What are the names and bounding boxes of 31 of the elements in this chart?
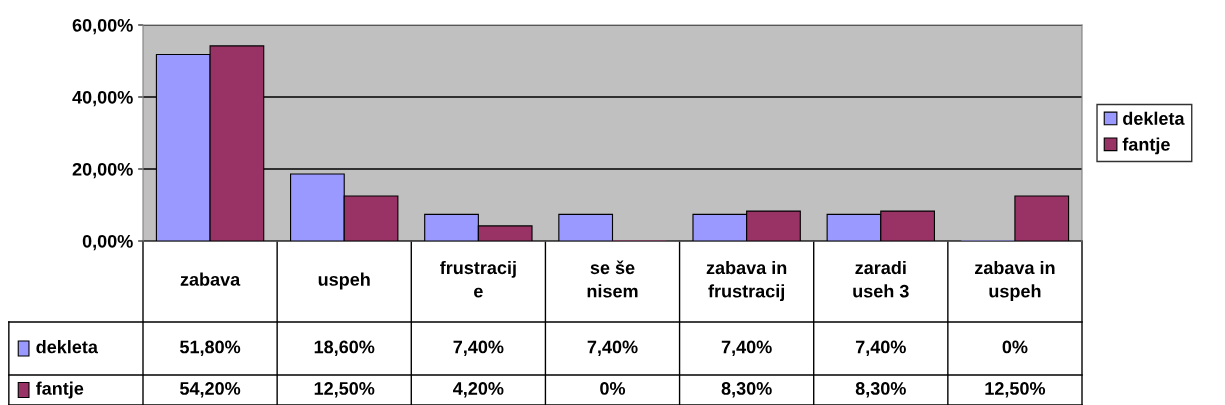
data-label: 51,80%	[180, 340, 241, 356]
data-label: 7,40%	[453, 340, 504, 356]
x-tick-label: zabava	[180, 272, 241, 286]
bar	[1014, 195, 1070, 241]
data-label: 4,20%	[453, 382, 504, 398]
x-tick-label: se še nisem	[587, 260, 638, 298]
y-tick-label: 40,00%	[72, 90, 133, 107]
x-tick-label: zabava in frustracij	[706, 260, 787, 302]
data-label: 8,30%	[721, 382, 772, 398]
data-label: 12,50%	[985, 382, 1046, 398]
text: fantje	[35, 381, 84, 399]
data-label: 0%	[1002, 340, 1028, 354]
data-label: 54,20%	[180, 382, 241, 398]
data-label: 7,40%	[587, 340, 638, 356]
data-label: 12,50%	[314, 382, 375, 398]
x-tick-label: zaradi useh 3	[853, 260, 909, 298]
y-tick-label: 0,00%	[82, 234, 133, 251]
data-label: 8,30%	[855, 382, 906, 398]
x-tick-label: frustracij e	[440, 260, 516, 298]
x-tick-label: uspeh	[318, 272, 370, 290]
data-label: 0%	[600, 382, 626, 395]
bar	[558, 213, 614, 241]
legend-label: dekleta	[1123, 111, 1185, 125]
legend-label: fantje	[1122, 137, 1170, 155]
y-tick-label: 20,00%	[72, 162, 133, 179]
text: dekleta	[36, 340, 99, 354]
data-label: 7,40%	[721, 340, 772, 356]
y-tick-label: 60,00%	[72, 18, 133, 35]
data-label: 7,40%	[855, 340, 906, 356]
x-tick-label: zabava in uspeh	[975, 260, 1055, 302]
data-label: 18,60%	[314, 340, 375, 356]
